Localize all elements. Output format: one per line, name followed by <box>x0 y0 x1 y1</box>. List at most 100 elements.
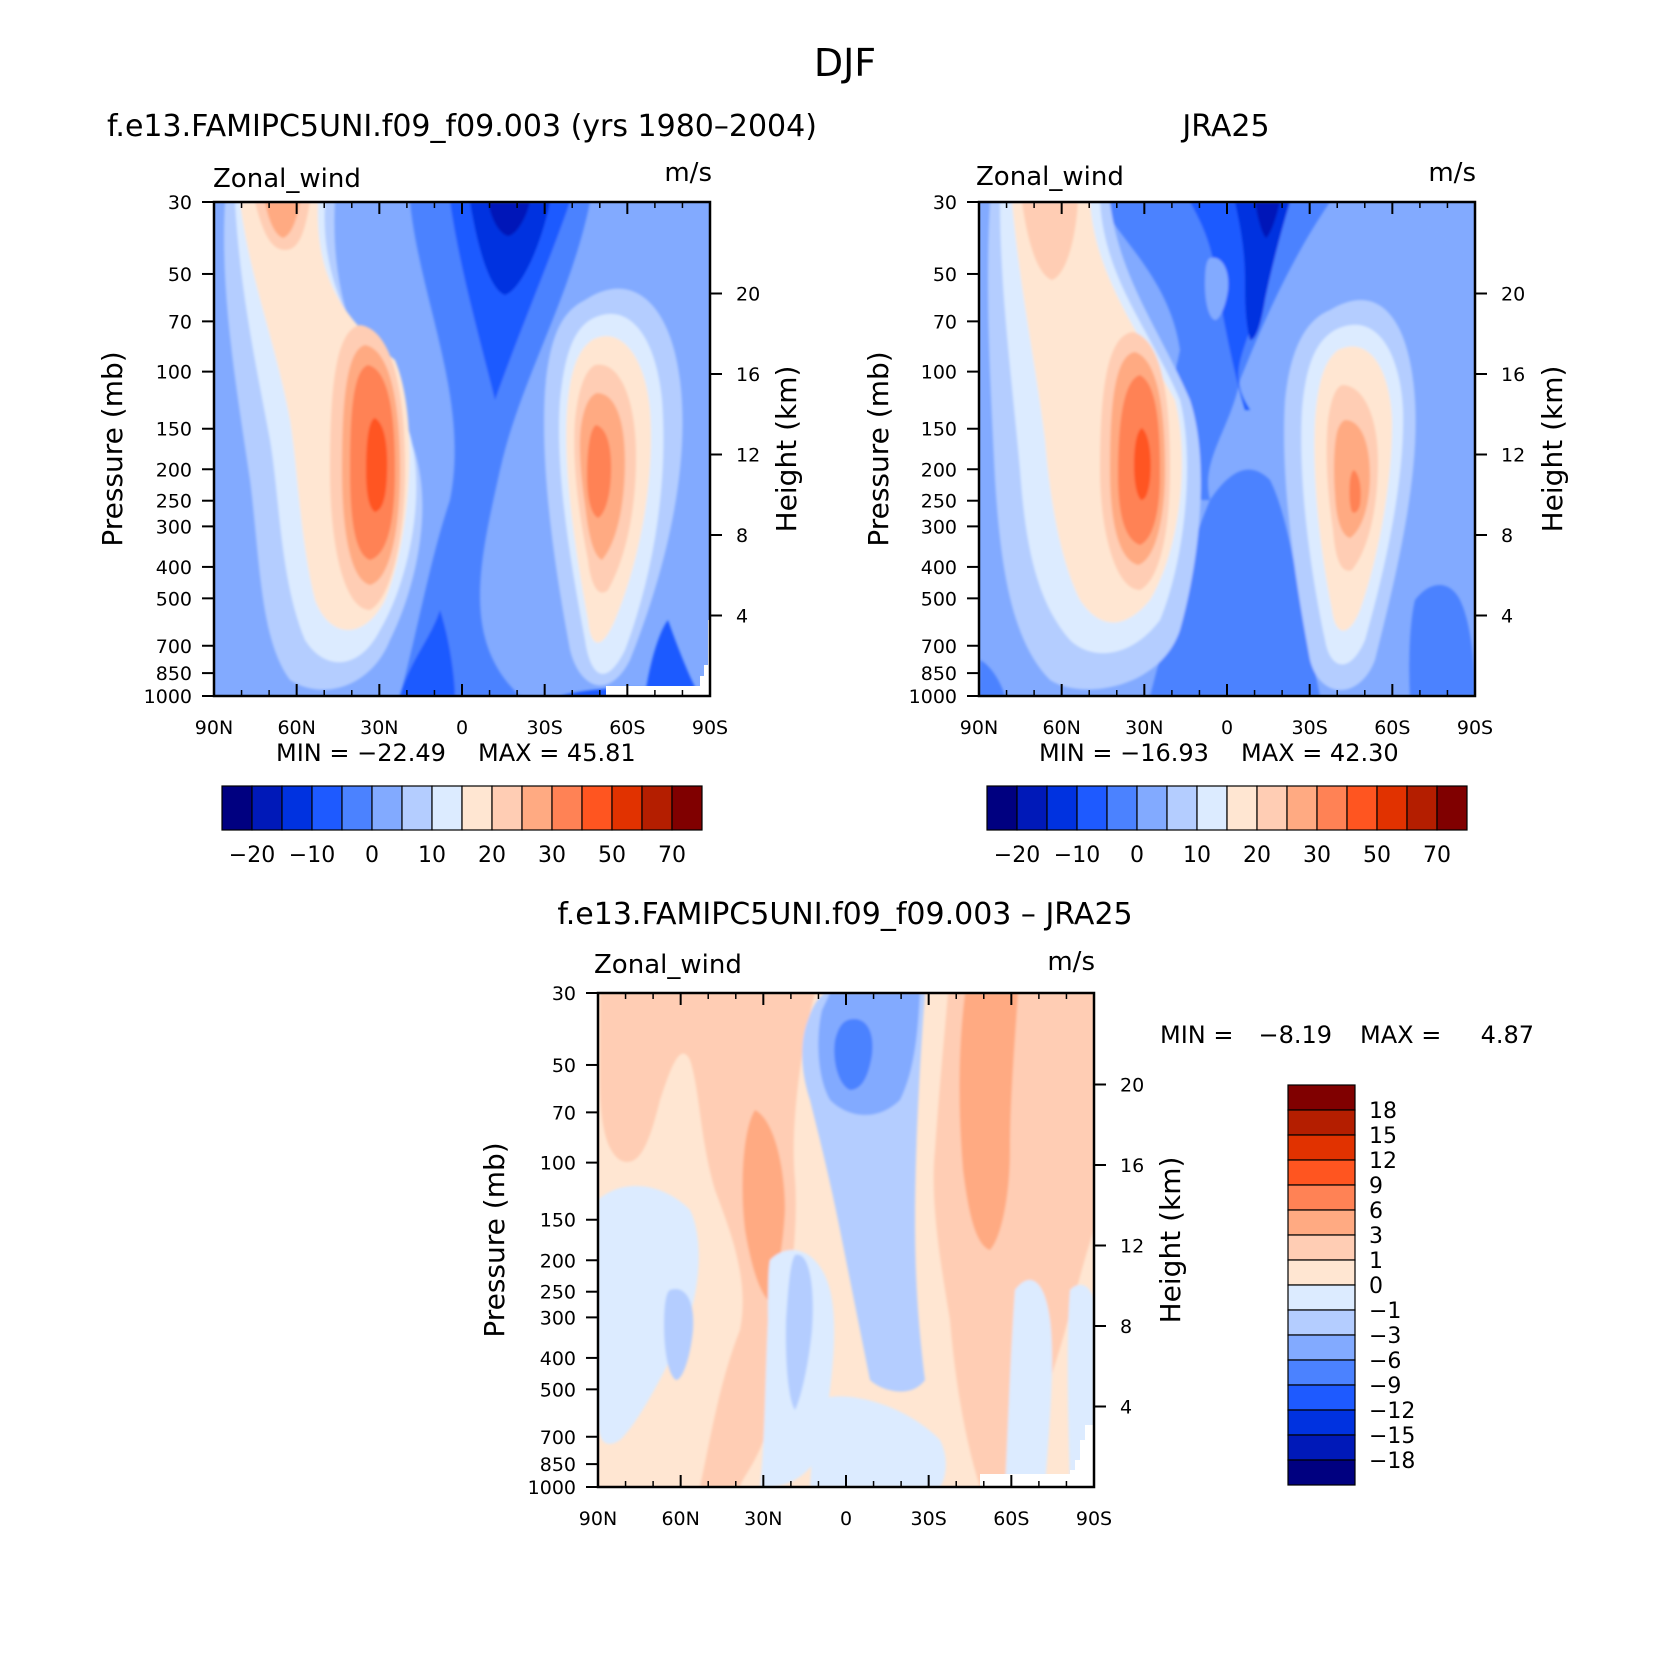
panel-diff-axes: 90N 60N 30N 0 30S 60S 90S 30 50 70 100 150 200 250 300… <box>528 983 1145 1530</box>
panel-diff-variable: Zonal_wind <box>594 950 742 980</box>
colorbar-box <box>1436 785 1468 831</box>
panel-model: f.e13.FAMIPC5UNI.f09_f09.003 (yrs 1980–2… <box>96 109 817 868</box>
x-tick-label: 90S <box>1076 1508 1112 1530</box>
colorbar-label: −3 <box>1369 1324 1401 1349</box>
x-tick-label: 60S <box>993 1508 1029 1530</box>
colorbar-label: 15 <box>1369 1124 1397 1149</box>
x-tick-label: 30S <box>527 717 563 739</box>
y-tick-label: 250 <box>921 491 957 513</box>
height-tick-label: 16 <box>1120 1155 1144 1177</box>
x-tick-label: 0 <box>840 1508 852 1530</box>
diff-neg-middle-core <box>785 1254 813 1410</box>
easterly-blob <box>1205 257 1229 320</box>
panel-obs-ylabel-right: Height (km) <box>1536 366 1569 533</box>
x-tick-label: 90S <box>692 717 728 739</box>
panel-model-field <box>214 202 710 696</box>
nh-jet-core <box>366 418 388 512</box>
easterly-core-inner <box>488 202 530 236</box>
y-tick-label: 70 <box>168 311 192 333</box>
colorbar-box <box>1226 785 1258 831</box>
colorbar-label: 20 <box>478 843 506 868</box>
colorbar-box <box>671 785 703 831</box>
panel-model-units: m/s <box>664 158 712 188</box>
easterly-band-mid <box>450 202 570 400</box>
panel-diff-min-value: −8.19 <box>1258 1021 1332 1049</box>
colorbar-label: 70 <box>1423 843 1451 868</box>
y-tick-label: 400 <box>921 557 957 579</box>
panel-model-colorbar: −20 −10 0 10 20 30 50 70 <box>221 785 703 868</box>
height-tick-label: 8 <box>1120 1316 1132 1338</box>
y-tick-label: 250 <box>540 1282 576 1304</box>
colorbar-box <box>341 785 373 831</box>
colorbar-box <box>1287 1359 1356 1386</box>
colorbar-label: −20 <box>229 843 275 868</box>
colorbar-label: −10 <box>1054 843 1100 868</box>
diff-neg-core-inner <box>834 1019 873 1090</box>
colorbar-box <box>611 785 643 831</box>
height-tick-label: 8 <box>1501 525 1513 547</box>
y-tick-label: 70 <box>933 311 957 333</box>
colorbar-box <box>1196 785 1228 831</box>
panel-diff-ylabel-right: Height (km) <box>1154 1157 1187 1324</box>
upper-right-patch <box>1370 202 1475 265</box>
easterly-core <box>1235 202 1290 340</box>
colorbar-label: −18 <box>1369 1449 1415 1474</box>
colorbar-label: 0 <box>365 843 379 868</box>
height-tick-label: 20 <box>1120 1074 1144 1096</box>
colorbar-box <box>1046 785 1078 831</box>
x-tick-label: 90N <box>960 717 998 739</box>
colorbar-label: 0 <box>1369 1274 1383 1299</box>
y-tick-label: 300 <box>921 516 957 538</box>
x-tick-label: 90N <box>579 1508 617 1530</box>
colorbar-label: −1 <box>1369 1299 1401 1324</box>
x-tick-label: 30S <box>911 1508 947 1530</box>
colorbar-box <box>491 785 523 831</box>
colorbar-box <box>1287 1259 1356 1286</box>
panel-model-variable: Zonal_wind <box>213 164 361 194</box>
y-tick-label: 50 <box>168 264 192 286</box>
panel-obs: JRA25 Zonal_wind m/s <box>862 109 1569 868</box>
colorbar-box <box>1287 1234 1356 1261</box>
diff-pos-jet <box>742 1110 785 1300</box>
panel-obs-max: MAX = 42.30 <box>1241 739 1399 767</box>
colorbar-box <box>1286 785 1318 831</box>
panel-diff-field <box>598 993 1094 1487</box>
x-tick-label: 60S <box>1374 717 1410 739</box>
y-tick-label: 100 <box>540 1153 576 1175</box>
y-tick-label: 850 <box>921 663 957 685</box>
x-tick-label: 60N <box>277 717 315 739</box>
colorbar-box <box>1287 1084 1356 1111</box>
panel-obs-colorbar: −20 −10 0 10 20 30 50 70 <box>986 785 1468 868</box>
height-tick-label: 16 <box>736 364 760 386</box>
colorbar-box <box>371 785 403 831</box>
easterly-core <box>470 202 550 295</box>
colorbar-box <box>1287 1334 1356 1361</box>
x-tick-label: 30N <box>360 717 398 739</box>
colorbar-label: 6 <box>1369 1199 1383 1224</box>
colorbar-label: 3 <box>1369 1224 1383 1249</box>
colorbar-box <box>1076 785 1108 831</box>
panel-diff: f.e13.FAMIPC5UNI.f09_f09.003 – JRA25 Zon… <box>478 897 1534 1530</box>
height-tick-label: 20 <box>1501 283 1525 305</box>
colorbar-label: −6 <box>1369 1349 1401 1374</box>
height-tick-label: 4 <box>736 605 748 627</box>
x-tick-label: 90S <box>1457 717 1493 739</box>
y-tick-label: 150 <box>921 419 957 441</box>
panel-diff-title: f.e13.FAMIPC5UNI.f09_f09.003 – JRA25 <box>557 897 1132 932</box>
colorbar-box <box>1166 785 1198 831</box>
y-tick-label: 70 <box>552 1102 576 1124</box>
diff-neg-left-blob <box>664 1289 694 1380</box>
colorbar-label: −9 <box>1369 1374 1401 1399</box>
y-tick-label: 700 <box>540 1427 576 1449</box>
colorbar-label: 30 <box>1303 843 1331 868</box>
panel-diff-min-label: MIN = <box>1160 1021 1233 1049</box>
y-tick-label: 400 <box>156 557 192 579</box>
y-tick-label: 200 <box>156 459 192 481</box>
colorbar-box <box>401 785 433 831</box>
panel-model-max: MAX = 45.81 <box>478 739 636 767</box>
colorbar-label: 9 <box>1369 1174 1383 1199</box>
y-tick-label: 500 <box>540 1379 576 1401</box>
colorbar-box <box>1287 1109 1356 1136</box>
panel-model-ylabel-right: Height (km) <box>770 366 803 533</box>
diff-neg-left-lower <box>598 1186 699 1444</box>
